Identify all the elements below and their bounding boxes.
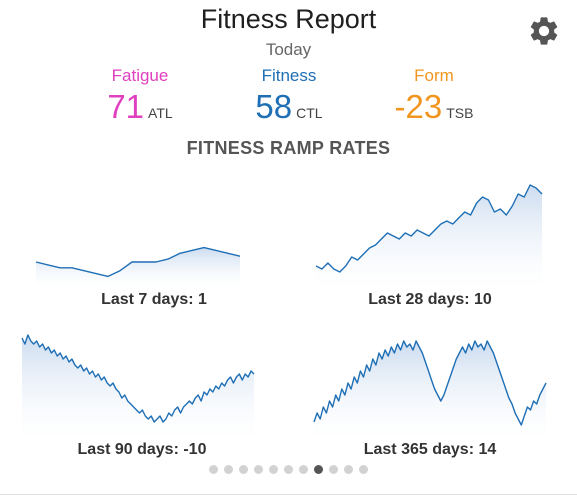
page-dot[interactable]: [269, 465, 278, 474]
chart-series-line: [315, 184, 543, 273]
page-dot[interactable]: [359, 465, 368, 474]
page-indicator[interactable]: [0, 465, 577, 475]
chart-area-fill: [22, 335, 254, 440]
stat-fitness: Fitness 58 CTL: [214, 66, 364, 126]
chart-area-fill: [316, 185, 542, 290]
stats-row: Fatigue 71 ATL Fitness 58 CTL Form -23 TSB: [0, 66, 577, 132]
stat-unit: ATL: [148, 105, 173, 121]
section-title: FITNESS RAMP RATES: [186, 138, 391, 158]
chart-series-line: [21, 334, 255, 423]
chart-last-365-days: [313, 340, 547, 440]
stat-unit: CTL: [296, 105, 323, 121]
chart-label-90-days: Last 90 days: -10: [77, 441, 207, 458]
page-dot[interactable]: [239, 465, 248, 474]
stat-value: -23: [394, 88, 443, 125]
chart-last-7-days: [35, 246, 241, 288]
stat-label: Fitness: [261, 66, 317, 85]
page-dot[interactable]: [314, 465, 323, 474]
page-dot[interactable]: [224, 465, 233, 474]
chart-series-line: [313, 340, 547, 426]
stat-form: Form -23 TSB: [359, 66, 509, 126]
page-dot[interactable]: [284, 465, 293, 474]
chart-last-28-days: [315, 184, 543, 290]
chart-area-fill: [314, 341, 546, 440]
chart-label-28-days: Last 28 days: 10: [368, 291, 492, 308]
stat-value: 58: [255, 88, 293, 125]
gear-icon[interactable]: [527, 14, 561, 48]
stat-fatigue: Fatigue 71 ATL: [65, 66, 215, 126]
page-dot[interactable]: [329, 465, 338, 474]
chart-series-line: [35, 246, 241, 278]
stat-label: Fatigue: [111, 66, 169, 85]
stat-unit: TSB: [446, 105, 474, 121]
page-dot[interactable]: [254, 465, 263, 474]
page-dot[interactable]: [209, 465, 218, 474]
stat-value: 71: [107, 88, 145, 125]
page-subtitle: Today: [265, 40, 312, 59]
chart-label-365-days: Last 365 days: 14: [363, 441, 497, 458]
stat-label: Form: [414, 66, 454, 85]
page-dot[interactable]: [299, 465, 308, 474]
page-title: Fitness Report: [200, 4, 377, 34]
page-dot[interactable]: [344, 465, 353, 474]
chart-area-fill: [36, 247, 240, 288]
header: Fitness Report Today: [0, 0, 577, 62]
chart-label-7-days: Last 7 days: 1: [101, 291, 207, 308]
bottom-divider: [0, 494, 577, 495]
chart-last-90-days: [21, 334, 255, 440]
